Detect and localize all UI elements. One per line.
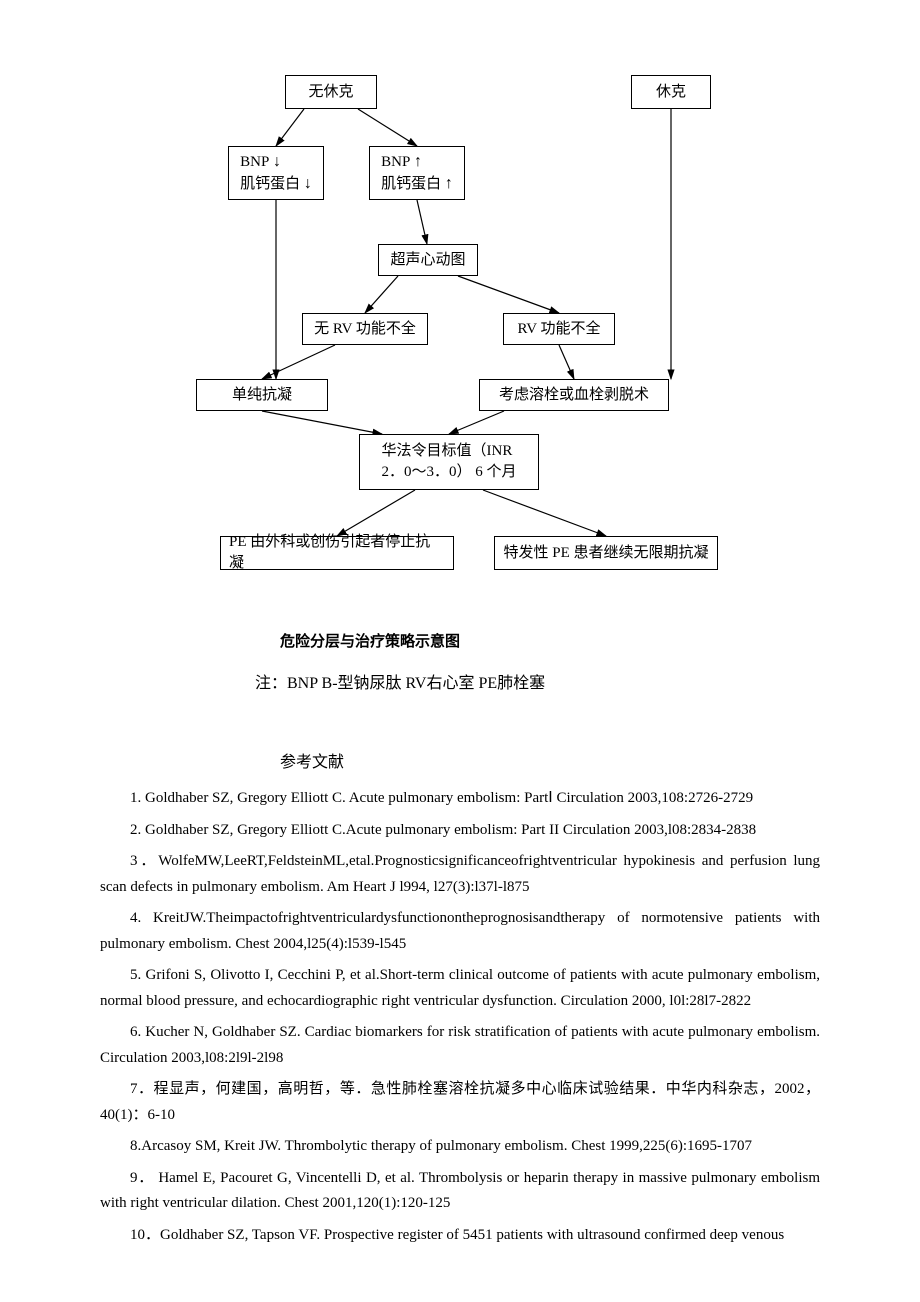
flowchart-node-n10: 华法令目标值（INR2．0～3．0） 6 个月 [359,434,539,490]
reference-item: 9． Hamel E, Pacouret G, Vincentelli D, e… [100,1166,820,1217]
flowchart-edge [559,345,574,379]
reference-item: 6. Kucher N, Goldhaber SZ. Cardiac bioma… [100,1020,820,1071]
page: 无休克 休克 BNP ↓肌钙蛋白 ↓ BNP ↑肌钙蛋白 ↑ 超声心动图无 RV 功能不… [0,0,920,1284]
flowchart-node-n3: BNP ↓肌钙蛋白 ↓ [228,146,324,200]
flowchart-edge [365,276,398,313]
flowchart-node-n8: 单纯抗凝 [196,379,328,411]
flowchart-node-n4: BNP ↑肌钙蛋白 ↑ [369,146,465,200]
flowchart-node-n2: 休克 [631,75,711,109]
flowchart-node-n12: 特发性 PE 患者继续无限期抗凝 [494,536,718,570]
reference-item: 2. Goldhaber SZ, Gregory Elliott C.Acute… [100,818,820,844]
flowchart-node-n1: 无休克 [285,75,377,109]
reference-item: 5. Grifoni S, Olivotto I, Cecchini P, et… [100,963,820,1014]
references-list: 1. Goldhaber SZ, Gregory Elliott C. Acut… [0,786,920,1284]
flowchart-edge [449,411,504,434]
flowchart-region: 无休克 休克 BNP ↓肌钙蛋白 ↓ BNP ↑肌钙蛋白 ↑ 超声心动图无 RV 功能不… [0,0,920,590]
flowchart-edge [337,490,415,536]
flowchart-node-n5: 超声心动图 [378,244,478,276]
flowchart-edge [417,200,427,244]
reference-item: 4. KreitJW.Theimpactofrightventriculardy… [100,906,820,957]
reference-item: 1. Goldhaber SZ, Gregory Elliott C. Acut… [100,786,820,812]
flowchart-edge [458,276,559,313]
figure-note: 注：BNP B-型钠尿肽 RV右心室 PE肺栓塞 [255,669,920,693]
flowchart-node-n7: RV 功能不全 [503,313,615,345]
flowchart-edge [276,109,304,146]
flowchart-node-n9: 考虑溶栓或血栓剥脱术 [479,379,669,411]
flowchart-edge [483,490,606,536]
flowchart-edge [358,109,417,146]
flowchart-edge [262,411,382,434]
reference-item: 10．Goldhaber SZ, Tapson VF. Prospective … [100,1223,820,1249]
flowchart-edge [262,345,335,379]
reference-item: 8.Arcasoy SM, Kreit JW. Thrombolytic the… [100,1134,820,1160]
reference-item: 3．WolfeMW,LeeRT,FeldsteinML,etal.Prognos… [100,849,820,900]
flowchart-edges [0,0,920,590]
flowchart-node-n6: 无 RV 功能不全 [302,313,428,345]
references-title: 参考文献 [280,748,920,772]
flowchart-node-n11: PE 由外科或创伤引起者停止抗凝 [220,536,454,570]
reference-item: 7．程显声，何建国，高明哲，等．急性肺栓塞溶栓抗凝多中心临床试验结果．中华内科杂… [100,1077,820,1128]
figure-caption: 危险分层与治疗策略示意图 [280,630,920,651]
